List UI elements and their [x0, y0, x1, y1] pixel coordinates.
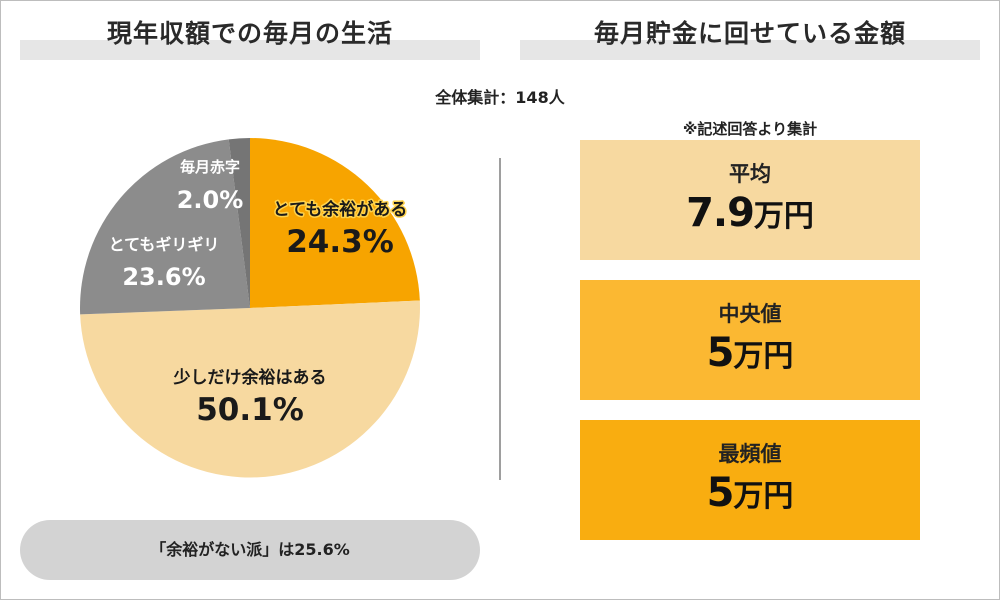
left-title: 現年収額での毎月の生活	[106, 19, 393, 48]
note: ※記述回答より集計	[682, 120, 818, 138]
right-title: 毎月貯金に回せている金額	[593, 19, 906, 48]
stat-number-average: 7.9	[686, 190, 755, 236]
right-title-band: 毎月貯金に回せている金額	[520, 19, 980, 60]
stat-value-mode: 5万円	[580, 470, 920, 516]
stat-box-average: 平均 7.9万円	[580, 140, 920, 260]
pie-slice-value-3: 23.6%	[122, 263, 205, 291]
pie-slice-label-3: とてもギリギリ	[109, 235, 220, 254]
stat-unit-median: 万円	[733, 339, 794, 374]
pie-slice-3	[79, 139, 250, 315]
stat-box-median: 中央値 5万円	[580, 280, 920, 400]
stat-value-average: 7.9万円	[580, 190, 920, 236]
stat-value-median: 5万円	[580, 330, 920, 376]
stat-label-average: 平均	[729, 162, 771, 186]
pie-slice-label-1: とても余裕がある	[273, 199, 408, 220]
summary-pill: 「余裕がない派」は25.6%	[20, 520, 480, 580]
pie-slice-label-4: 毎月赤字	[180, 158, 240, 176]
pie-slice-2	[80, 300, 420, 478]
pie-chart: とても余裕がある 24.3% 少しだけ余裕はある 50.1% とてもギリギリ 23.6% 毎…	[79, 137, 420, 478]
pie-slice-4	[228, 138, 250, 308]
stat-label-median: 中央値	[718, 302, 782, 326]
stat-unit-average: 万円	[753, 199, 814, 234]
pie-slice-value-4: 2.0%	[177, 186, 244, 214]
pie-slice-1	[250, 137, 420, 308]
stat-label-mode: 最頻値	[718, 442, 782, 466]
pie-slice-label-2: 少しだけ余裕はある	[173, 367, 327, 388]
stat-unit-mode: 万円	[733, 479, 794, 514]
left-title-band: 現年収額での毎月の生活	[20, 19, 480, 60]
total-count: 全体集計：148人	[435, 88, 565, 107]
stat-number-median: 5	[706, 330, 735, 376]
divider	[499, 158, 501, 480]
pie-slice-value-2: 50.1%	[196, 392, 304, 428]
pie-slice-value-1: 24.3%	[286, 224, 394, 260]
stat-box-mode: 最頻値 5万円	[580, 420, 920, 540]
stat-number-mode: 5	[706, 470, 735, 516]
